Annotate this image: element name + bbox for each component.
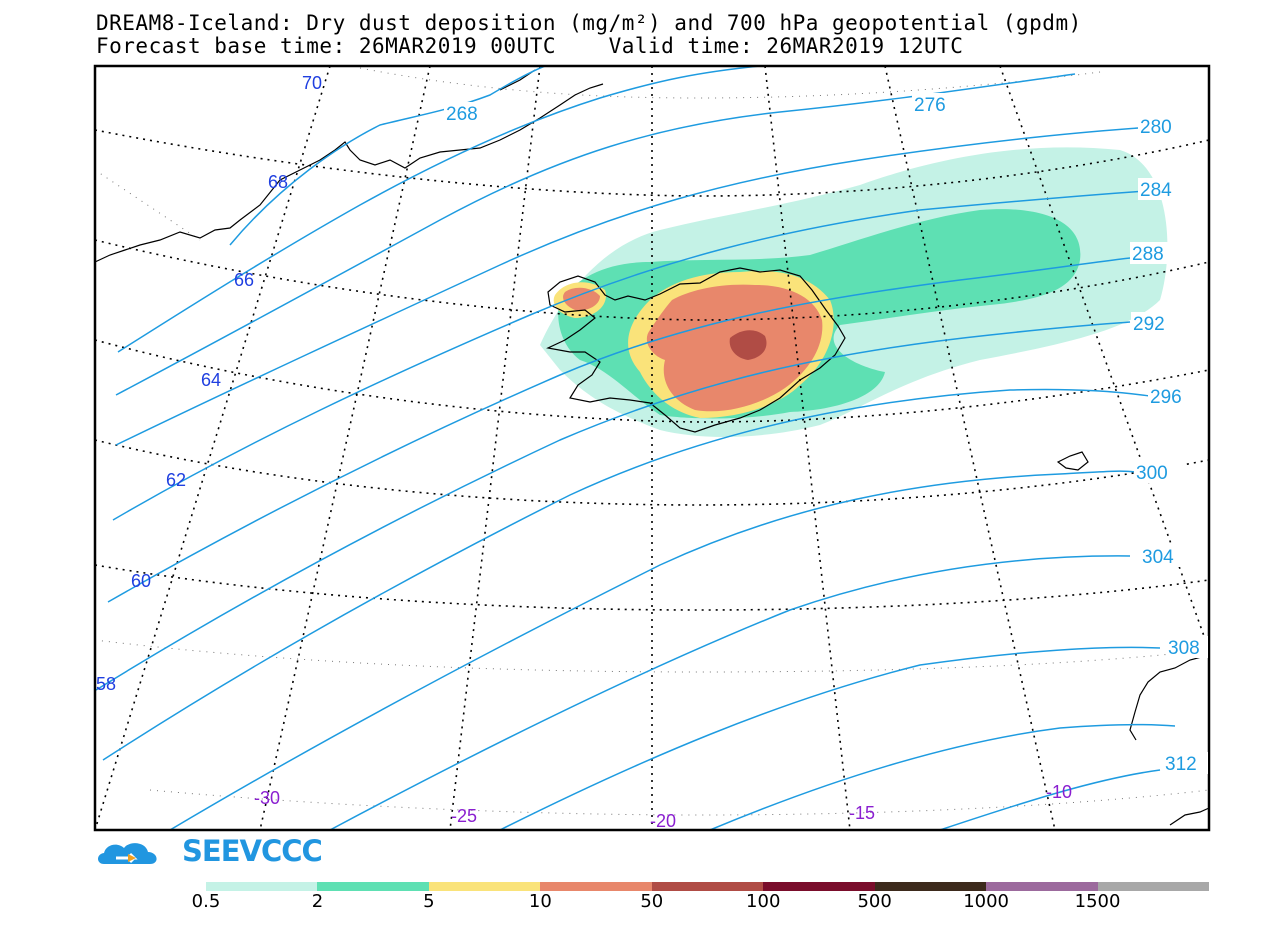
map-title: DREAM8-Iceland: Dry dust deposition (mg/… <box>96 11 1082 35</box>
colorbar-segment <box>206 882 318 891</box>
dust-deposition-field <box>540 147 1168 437</box>
contour-label: 284 <box>1140 180 1172 201</box>
cloud-icon <box>98 843 157 864</box>
norway-coast <box>1129 654 1209 826</box>
colorbar-segment <box>986 882 1098 891</box>
map-frame <box>93 64 1211 832</box>
logo-text: SEEVCCC <box>182 834 323 868</box>
lat-label: 66 <box>234 270 254 290</box>
lon-label: -30 <box>254 788 280 808</box>
contour-label: 276 <box>914 95 946 116</box>
lat-label: 68 <box>268 172 288 192</box>
lon-label: -10 <box>1046 782 1072 802</box>
greenland-coast <box>95 83 604 263</box>
contour-label: 308 <box>1168 638 1200 659</box>
contour-label: 300 <box>1136 463 1168 484</box>
graticule-outer <box>95 67 1209 816</box>
lat-label: 62 <box>166 470 186 490</box>
lon-label: -25 <box>451 806 477 826</box>
dust-level-50 <box>729 330 767 360</box>
faroe-islands <box>1056 451 1089 471</box>
colorbar-segment <box>874 882 987 891</box>
contour-label: 296 <box>1150 387 1182 408</box>
colorbar <box>206 882 1209 891</box>
lat-label: 64 <box>201 370 221 390</box>
colorbar-tick-label: 10 <box>528 891 552 912</box>
colorbar-tick-label: 0.5 <box>191 891 221 912</box>
colorbar-tick-label: 2 <box>311 891 324 912</box>
colorbar-tick-label: 1000 <box>963 891 1010 912</box>
contour-label: 268 <box>446 104 478 125</box>
colorbar-segment <box>540 882 652 891</box>
colorbar-tick-label: 1500 <box>1074 891 1121 912</box>
lat-label: 70 <box>302 73 322 93</box>
map-subtitle-times: Forecast base time: 26MAR2019 00UTC Vali… <box>96 34 964 58</box>
colorbar-segment <box>1097 882 1209 891</box>
dust-level-10 <box>563 284 823 412</box>
colorbar-segment <box>317 882 429 891</box>
geopotential-labels: 268 276 280 284 288 292 296 300 304 308 … <box>444 93 1208 775</box>
contour-label: 288 <box>1132 244 1164 265</box>
lon-label: -20 <box>650 811 676 831</box>
seevccc-logo <box>98 843 157 864</box>
lat-label: 58 <box>96 674 116 694</box>
colorbar-tick-label: 50 <box>640 891 664 912</box>
latitude-labels: 70 68 66 64 62 60 58 <box>96 73 322 694</box>
geopotential-contours <box>95 66 1176 830</box>
contour-label: 312 <box>1165 754 1197 775</box>
contour-label: 280 <box>1140 117 1172 138</box>
colorbar-segment <box>651 882 764 891</box>
contour-label: 292 <box>1133 314 1165 335</box>
colorbar-tick-label: 100 <box>746 891 781 912</box>
colorbar-tick-label: 5 <box>423 891 435 912</box>
colorbar-segment <box>428 882 541 891</box>
contour-label: 304 <box>1142 547 1174 568</box>
lat-label: 60 <box>131 571 151 591</box>
colorbar-segment <box>763 882 875 891</box>
longitude-labels: -30 -25 -20 -15 -10 <box>254 782 1072 831</box>
colorbar-tick-label: 500 <box>857 891 892 912</box>
iceland-coast <box>546 267 846 433</box>
graticule <box>95 66 1209 830</box>
lon-label: -15 <box>849 803 875 823</box>
